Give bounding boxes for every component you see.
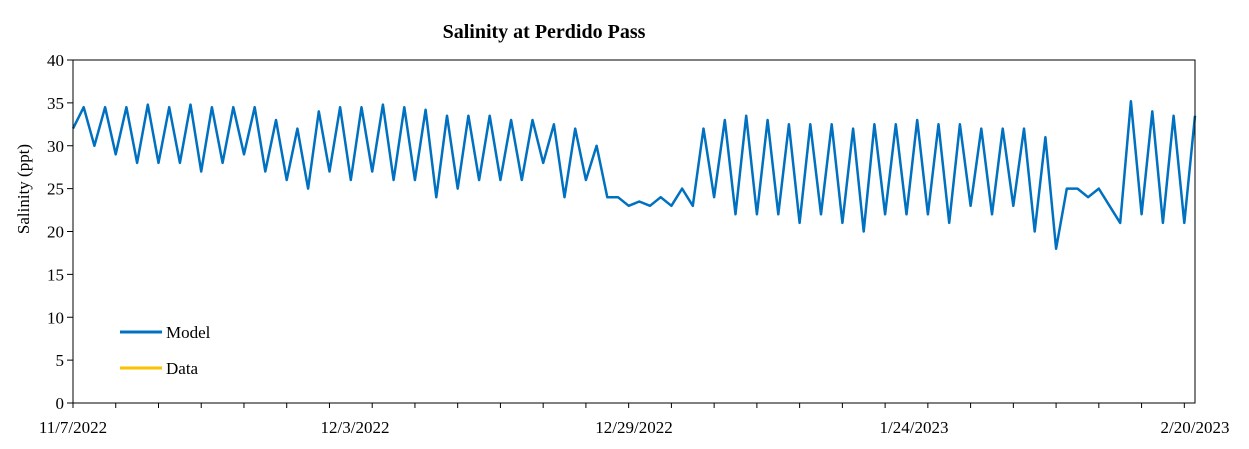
y-tick-label: 30 <box>47 137 64 156</box>
series-line-model <box>71 99 1197 250</box>
y-tick-label: 35 <box>47 94 64 113</box>
y-axis-ticks: 0 5 10 15 20 25 30 35 40 <box>47 51 73 413</box>
legend-model-label: Model <box>166 323 211 342</box>
y-tick-label: 25 <box>47 180 64 199</box>
y-tick-label: 0 <box>56 394 65 413</box>
y-tick-label: 15 <box>47 265 64 284</box>
y-tick-label: 10 <box>47 308 64 327</box>
plot-frame <box>72 59 1196 404</box>
series-layer <box>71 99 1197 250</box>
x-tick-label: 2/20/2023 <box>1161 418 1230 437</box>
y-tick-label: 20 <box>47 223 64 242</box>
y-tick-label: 40 <box>47 51 64 70</box>
x-tick-label: 12/3/2022 <box>321 418 390 437</box>
x-axis-ticks: 11/7/2022 12/3/2022 12/29/2022 1/24/2023 2/2… <box>39 403 1230 437</box>
x-tick-label: 1/24/2023 <box>880 418 949 437</box>
legend-data-label: Data <box>166 359 199 378</box>
chart-title: Salinity at Perdido Pass <box>443 21 646 43</box>
y-axis-label: Salinity (ppt) <box>14 144 33 234</box>
legend: Model Data <box>120 323 211 378</box>
y-tick-label: 5 <box>56 351 65 370</box>
x-tick-label: 11/7/2022 <box>39 418 107 437</box>
x-tick-label: 12/29/2022 <box>595 418 672 437</box>
